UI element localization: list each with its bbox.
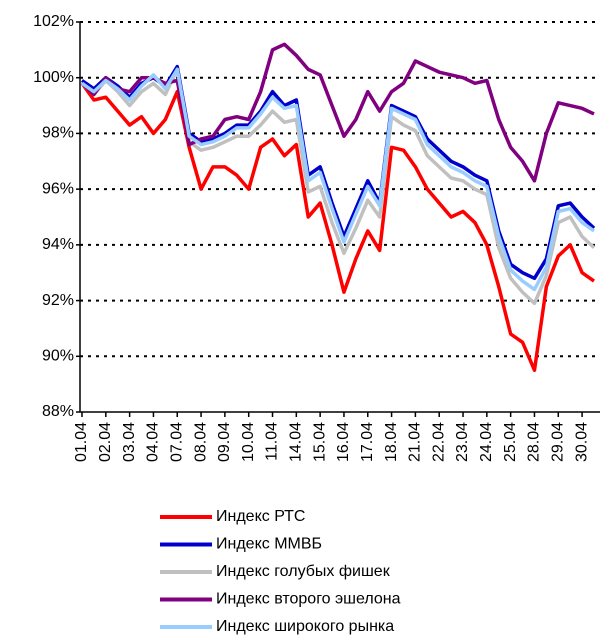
series-line [80,82,596,372]
x-tick-label: 17.04 [359,422,376,462]
x-tick-label: 23.04 [454,422,471,462]
legend-label: Индекс широкого рынка [216,618,394,635]
x-tick-label: 21.04 [407,422,424,462]
x-tick-label: 03.04 [121,422,138,462]
series-line [80,67,596,306]
x-tick-label: 28.04 [526,422,543,462]
x-tick-label: 16.04 [335,422,352,462]
series-line [80,42,595,183]
legend-label: Индекс голубых фишек [216,563,391,580]
y-tick-label: 88% [42,403,74,420]
y-tick-label: 92% [42,292,74,309]
x-tick-label: 10.04 [240,422,257,462]
x-tick-label: 08.04 [192,422,209,462]
x-tick-label: 09.04 [216,422,233,462]
legend-label: Индекс РТС [216,508,305,525]
x-tick-label: 22.04 [430,422,447,462]
series-line [80,67,596,292]
x-tick-label: 15.04 [311,422,328,462]
x-tick-label: 30.04 [573,422,590,462]
legend-label: Индекс ММВБ [216,536,322,553]
y-tick-label: 100% [33,69,74,86]
legend-label: Индекс второго эшелона [216,591,401,608]
y-tick-label: 96% [42,180,74,197]
series-line [80,64,596,281]
x-tick-label: 14.04 [288,422,305,462]
x-tick-label: 24.04 [478,422,495,462]
y-tick-label: 98% [42,125,74,142]
x-tick-label: 04.04 [145,422,162,462]
x-tick-label: 02.04 [97,422,114,462]
y-tick-label: 102% [33,13,74,30]
x-tick-label: 29.04 [549,422,566,462]
x-tick-label: 11.04 [264,422,281,461]
x-tick-label: 07.04 [168,422,185,462]
y-tick-label: 94% [42,236,74,253]
x-tick-label: 18.04 [383,422,400,462]
x-tick-label: 25.04 [502,422,519,462]
y-tick-label: 90% [42,348,74,365]
x-tick-label: 01.04 [73,422,90,462]
